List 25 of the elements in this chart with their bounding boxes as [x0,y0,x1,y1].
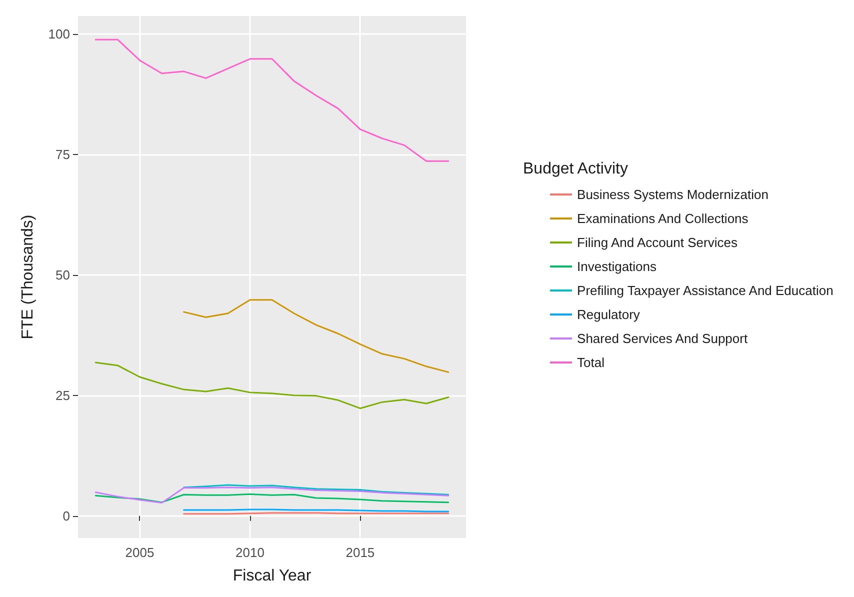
legend-label: Prefiling Taxpayer Assistance And Education [577,283,834,298]
legend-label: Filing And Account Services [577,235,738,250]
legend-label: Examinations And Collections [577,211,749,226]
y-axis-title: FTE (Thousands) [20,214,36,340]
line-series [183,299,450,373]
y-tick-label: 25 [56,388,70,403]
line-series [183,484,450,496]
y-tick-label: 0 [62,508,70,524]
legend-label: Regulatory [577,307,640,322]
y-tick-label: 50 [56,267,70,282]
line-series [94,493,450,504]
x-tick-label: 2015 [346,545,375,560]
x-tick-label: 2005 [125,545,154,560]
x-axis-title: Fiscal Year [232,568,312,584]
y-tick-label: 75 [56,146,70,162]
legend-title: Budget Activity [523,160,628,178]
legend-label: Total [577,355,605,370]
legend-label: Investigations [577,259,658,274]
line-series [94,38,450,162]
y-tick-label: 100 [48,26,70,42]
line-series [94,486,450,504]
line-series [94,362,450,410]
x-tick-label: 2010 [235,545,264,560]
legend-label: Shared Services And Support [577,331,748,346]
legend-label: Business Systems Modernization [577,187,769,202]
